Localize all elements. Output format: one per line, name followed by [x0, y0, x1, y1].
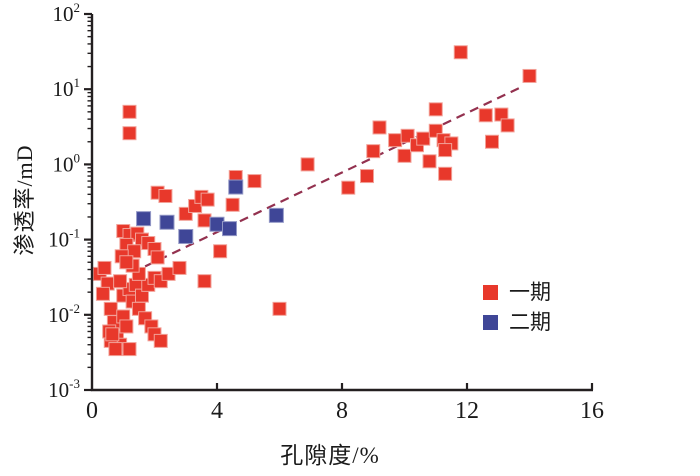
- y-axis-title: 渗透率/mD: [12, 144, 37, 256]
- data-point-一期: [438, 166, 453, 181]
- data-point-二期: [222, 221, 237, 237]
- trend-line: [144, 85, 524, 268]
- data-point-一期: [522, 68, 537, 83]
- x-tick-label: 8: [336, 398, 348, 424]
- x-axis-title: 孔隙度/%: [280, 443, 380, 468]
- data-point-二期: [228, 179, 244, 195]
- data-point-一期: [272, 301, 287, 316]
- data-point-一期: [428, 102, 443, 117]
- data-point-一期: [122, 342, 137, 357]
- data-point-一期: [150, 250, 165, 265]
- data-point-一期: [388, 133, 403, 148]
- data-point-二期: [209, 216, 225, 232]
- data-point-一期: [105, 327, 120, 342]
- data-point-二期: [136, 211, 152, 227]
- data-point-一期: [197, 274, 212, 289]
- data-point-一期: [158, 189, 173, 204]
- phase2-marker-swatch: [483, 315, 498, 330]
- x-tick-label: 12: [455, 398, 479, 424]
- data-point-一期: [153, 333, 168, 348]
- data-point-一期: [213, 244, 228, 259]
- y-tick-label: 10-1: [48, 226, 80, 252]
- phase2-label: 二期: [509, 310, 551, 334]
- data-point-一期: [485, 134, 499, 149]
- data-point-一期: [453, 45, 468, 60]
- data-point-一期: [119, 319, 134, 334]
- data-point-一期: [225, 197, 240, 212]
- data-point-一期: [438, 143, 453, 158]
- y-tick-label: 10-2: [48, 301, 80, 327]
- y-tick-label: 101: [53, 75, 81, 101]
- data-point-一期: [108, 342, 123, 357]
- data-point-一期: [122, 104, 137, 119]
- data-point-一期: [103, 301, 118, 316]
- legend: 一期 二期: [483, 282, 551, 333]
- data-point-一期: [113, 274, 128, 289]
- data-point-一期: [172, 260, 187, 275]
- legend-item-phase1: 一期: [483, 282, 551, 303]
- y-tick-label: 102: [53, 0, 81, 26]
- x-tick-label: 4: [211, 398, 223, 424]
- legend-item-phase2: 二期: [483, 312, 551, 333]
- data-point-一期: [500, 118, 515, 133]
- data-point-二期: [178, 228, 194, 244]
- data-point-一期: [197, 213, 212, 228]
- data-point-一期: [122, 126, 137, 141]
- data-point-一期: [300, 157, 315, 172]
- data-point-一期: [97, 260, 112, 275]
- data-point-一期: [397, 148, 412, 163]
- phase1-marker-swatch: [483, 285, 498, 300]
- data-point-一期: [366, 144, 381, 159]
- data-point-二期: [159, 214, 175, 230]
- x-tick-label: 0: [86, 398, 98, 424]
- data-point-一期: [119, 255, 134, 270]
- data-point-二期: [268, 207, 284, 223]
- data-point-一期: [478, 108, 493, 123]
- data-point-一期: [200, 192, 215, 207]
- data-point-一期: [341, 180, 356, 195]
- data-point-一期: [360, 169, 374, 184]
- phase1-label: 一期: [509, 280, 551, 304]
- data-point-一期: [372, 120, 387, 135]
- data-point-一期: [247, 174, 262, 189]
- data-point-一期: [422, 154, 437, 169]
- x-tick-label: 16: [580, 398, 604, 424]
- data-point-一期: [95, 286, 110, 301]
- data-point-一期: [416, 131, 431, 146]
- y-tick-label: 100: [53, 150, 81, 176]
- y-tick-label: 10-3: [48, 376, 80, 402]
